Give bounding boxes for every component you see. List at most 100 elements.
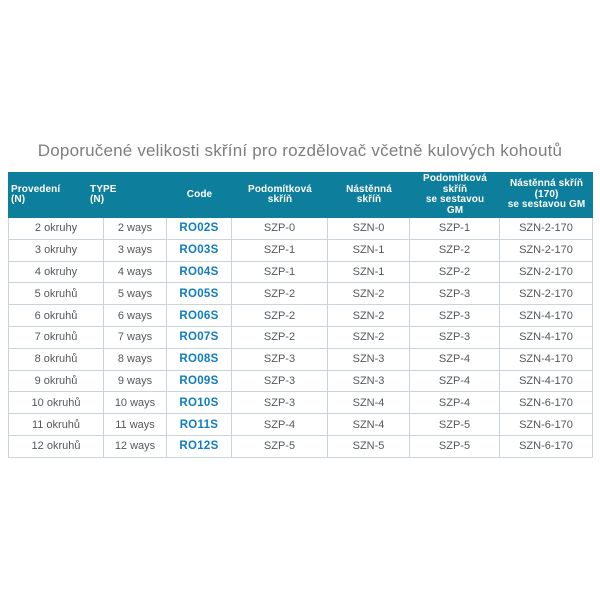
column-header-label: TYPE (N) (90, 183, 117, 205)
table-row: 2 okruhy 2 ways RO02S SZP-0 SZN-0 SZP-1 SZN-2-… (8, 218, 593, 240)
table-row: 6 okruhů 6 ways RO06S SZP-2 SZN-2 SZP-3 SZN-4-… (8, 305, 593, 327)
provedeni-n-cell: 6 okruhů (8, 305, 104, 326)
column-header-label: Podomítková skříň (248, 183, 312, 205)
column-header-label: Provedení (N) (11, 183, 61, 205)
podomitkova-skrin-cell: SZP-3 (232, 370, 328, 392)
code-cell: RO09S (167, 370, 232, 392)
provedeni-n-cell: 12 okruhů (8, 435, 104, 457)
provedeni-n-cell: 11 okruhů (8, 414, 104, 435)
nastenna-skrin-170-se-sestavou-gm-cell: SZN-2-170 (500, 239, 593, 261)
code-cell: RO04S (167, 261, 232, 283)
podomitkova-skrin-cell: SZP-4 (232, 414, 328, 435)
type-n-cell: 5 ways (104, 283, 167, 305)
nastenna-skrin-170-se-sestavou-gm-cell: SZN-2-170 (500, 283, 593, 305)
column-header-label: Code (186, 188, 213, 200)
table-body: 2 okruhy 2 ways RO02S SZP-0 SZN-0 SZP-1 SZN-2-… (8, 218, 593, 458)
code-cell: RO10S (167, 392, 232, 414)
podomitkova-skrin-cell: SZP-0 (232, 218, 328, 239)
podomitkova-skrin-se-sestavou-gm-cell: SZP-4 (410, 370, 500, 392)
podomitkova-skrin-se-sestavou-gm-cell: SZP-2 (410, 261, 500, 283)
podomitkova-skrin-se-sestavou-gm-cell: SZP-3 (410, 305, 500, 326)
column-header-nastenna-skrin-170-se-sestavou-gm: Nástěnná skříň (170) se sestavou GM (500, 172, 593, 218)
podomitkova-skrin-cell: SZP-1 (232, 261, 328, 283)
code-cell: RO06S (167, 305, 232, 326)
podomitkova-skrin-se-sestavou-gm-cell: SZP-3 (410, 326, 500, 348)
podomitkova-skrin-se-sestavou-gm-cell: SZP-5 (410, 414, 500, 435)
table-row: 12 okruhů 12 ways RO12S SZP-5 SZN-5 SZP-5 SZN-… (8, 435, 593, 458)
podomitkova-skrin-se-sestavou-gm-cell: SZP-2 (410, 239, 500, 261)
type-n-cell: 7 ways (104, 326, 167, 348)
table-row: 9 okruhů 9 ways RO09S SZP-3 SZN-3 SZP-4 SZN-4-… (8, 370, 593, 393)
page-title: Doporučené velikosti skříní pro rozdělov… (37, 141, 563, 160)
type-n-cell: 4 ways (104, 261, 167, 283)
type-n-cell: 6 ways (104, 305, 167, 326)
nastenna-skrin-cell: SZN-3 (328, 370, 410, 392)
table-header-row: Provedení (N) TYPE (N) Code Podomítková … (8, 172, 593, 218)
provedeni-n-cell: 4 okruhy (8, 261, 104, 283)
code-cell: RO03S (167, 239, 232, 261)
column-header-provedeni: Provedení (N) (8, 172, 104, 218)
nastenna-skrin-cell: SZN-4 (328, 392, 410, 414)
type-n-cell: 12 ways (104, 435, 167, 457)
provedeni-n-cell: 8 okruhů (8, 348, 104, 370)
nastenna-skrin-170-se-sestavou-gm-cell: SZN-4-170 (500, 370, 593, 392)
type-n-cell: 10 ways (104, 392, 167, 414)
podomitkova-skrin-cell: SZP-3 (232, 348, 328, 370)
podomitkova-skrin-cell: SZP-3 (232, 392, 328, 414)
podomitkova-skrin-cell: SZP-2 (232, 283, 328, 305)
nastenna-skrin-170-se-sestavou-gm-cell: SZN-6-170 (500, 435, 593, 457)
code-cell: RO05S (167, 283, 232, 305)
nastenna-skrin-cell: SZN-2 (328, 305, 410, 326)
nastenna-skrin-cell: SZN-1 (328, 239, 410, 261)
code-cell: RO02S (167, 218, 232, 239)
nastenna-skrin-cell: SZN-1 (328, 261, 410, 283)
nastenna-skrin-170-se-sestavou-gm-cell: SZN-6-170 (500, 392, 593, 414)
type-n-cell: 11 ways (104, 414, 167, 435)
provedeni-n-cell: 3 okruhy (8, 239, 104, 261)
column-header-nastenna-skrin: Nástěnná skříň (328, 172, 410, 218)
podomitkova-skrin-se-sestavou-gm-cell: SZP-5 (410, 435, 500, 457)
nastenna-skrin-cell: SZN-0 (328, 218, 410, 239)
column-header-code: Code (167, 172, 232, 218)
podomitkova-skrin-cell: SZP-2 (232, 305, 328, 326)
podomitkova-skrin-se-sestavou-gm-cell: SZP-1 (410, 218, 500, 239)
nastenna-skrin-170-se-sestavou-gm-cell: SZN-2-170 (500, 261, 593, 283)
table-row: 7 okruhů 7 ways RO07S SZP-2 SZN-2 SZP-3 SZN-4-… (8, 326, 593, 349)
nastenna-skrin-cell: SZN-4 (328, 414, 410, 435)
podomitkova-skrin-se-sestavou-gm-cell: SZP-4 (410, 348, 500, 370)
column-header-label: Nástěnná skříň (170) se sestavou GM (507, 178, 586, 211)
type-n-cell: 2 ways (104, 218, 167, 239)
table-row: 4 okruhy 4 ways RO04S SZP-1 SZN-1 SZP-2 SZN-2-… (8, 261, 593, 284)
code-cell: RO11S (167, 414, 232, 435)
provedeni-n-cell: 5 okruhů (8, 283, 104, 305)
code-cell: RO08S (167, 348, 232, 370)
nastenna-skrin-170-se-sestavou-gm-cell: SZN-2-170 (500, 218, 593, 239)
table-row: 5 okruhů 5 ways RO05S SZP-2 SZN-2 SZP-3 SZN-2-… (8, 283, 593, 306)
column-header-label: Podomítková skříň se sestavou GM (423, 173, 487, 216)
nastenna-skrin-170-se-sestavou-gm-cell: SZN-4-170 (500, 348, 593, 370)
nastenna-skrin-170-se-sestavou-gm-cell: SZN-6-170 (500, 414, 593, 435)
table-row: 8 okruhů 8 ways RO08S SZP-3 SZN-3 SZP-4 SZN-4-… (8, 348, 593, 371)
nastenna-skrin-cell: SZN-3 (328, 348, 410, 370)
type-n-cell: 3 ways (104, 239, 167, 261)
nastenna-skrin-cell: SZN-5 (328, 435, 410, 457)
provedeni-n-cell: 7 okruhů (8, 326, 104, 348)
nastenna-skrin-cell: SZN-2 (328, 283, 410, 305)
podomitkova-skrin-se-sestavou-gm-cell: SZP-3 (410, 283, 500, 305)
provedeni-n-cell: 9 okruhů (8, 370, 104, 392)
column-header-label: Nástěnná skříň (346, 183, 392, 205)
nastenna-skrin-170-se-sestavou-gm-cell: SZN-4-170 (500, 326, 593, 348)
type-n-cell: 8 ways (104, 348, 167, 370)
code-cell: RO12S (167, 435, 232, 457)
podomitkova-skrin-cell: SZP-1 (232, 239, 328, 261)
provedeni-n-cell: 10 okruhů (8, 392, 104, 414)
column-header-type: TYPE (N) (90, 172, 167, 218)
podomitkova-skrin-cell: SZP-2 (232, 326, 328, 348)
podomitkova-skrin-se-sestavou-gm-cell: SZP-4 (410, 392, 500, 414)
table-row: 3 okruhy 3 ways RO03S SZP-1 SZN-1 SZP-2 SZN-2-… (8, 239, 593, 262)
table-row: 10 okruhů 10 ways RO10S SZP-3 SZN-4 SZP-4 SZN-… (8, 392, 593, 415)
provedeni-n-cell: 2 okruhy (8, 218, 104, 239)
nastenna-skrin-170-se-sestavou-gm-cell: SZN-4-170 (500, 305, 593, 326)
type-n-cell: 9 ways (104, 370, 167, 392)
